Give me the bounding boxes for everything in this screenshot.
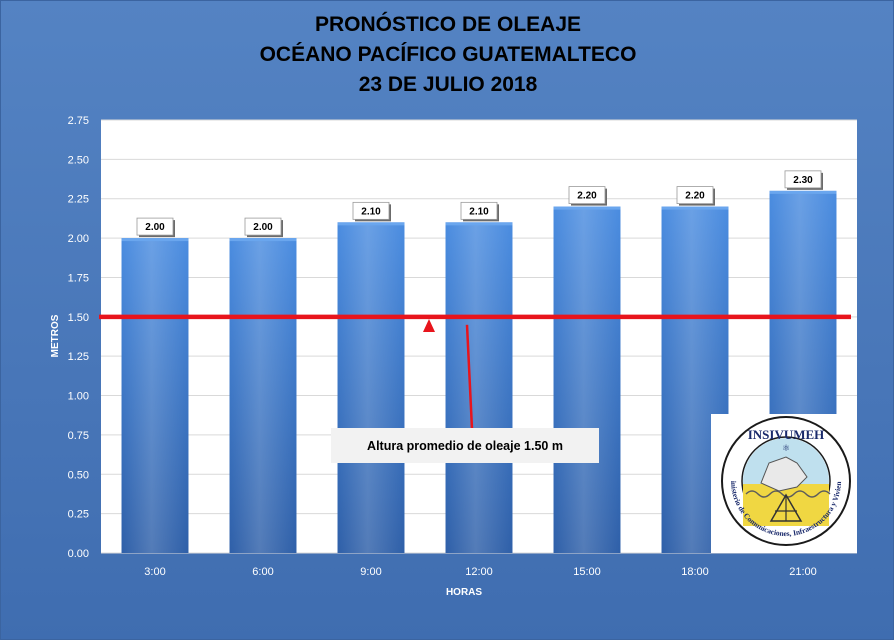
logo-name: INSIVUMEH (748, 427, 825, 442)
annotation: Altura promedio de oleaje 1.50 m (331, 319, 599, 463)
bars (121, 190, 837, 553)
bar-top-edge (769, 190, 837, 194)
chart-title-line-1: PRONÓSTICO DE OLEAJE (314, 13, 582, 36)
x-tick-label: 15:00 (573, 566, 601, 578)
y-tick-label: 0.75 (68, 430, 89, 442)
data-labels: 2.00 2.00 2.10 2.10 2.20 2.20 2.30 (136, 170, 823, 238)
bar-top-edge (553, 206, 621, 210)
x-tick-label: 18:00 (681, 566, 709, 578)
bar-top-edge (121, 238, 189, 242)
x-tick-label: 3:00 (144, 566, 165, 578)
chart-title-line-3: 23 DE JULIO 2018 (358, 73, 538, 96)
y-tick-label: 2.50 (68, 154, 89, 166)
x-tick-label: 9:00 (360, 566, 381, 578)
data-label-box (244, 217, 282, 236)
bar-top-edge (445, 222, 513, 226)
y-tick-label: 1.50 (68, 312, 89, 324)
data-label: 2.00 (253, 222, 273, 233)
data-label-box (352, 201, 390, 220)
data-label: 2.20 (685, 191, 705, 202)
y-tick-label: 0.00 (68, 548, 89, 560)
x-tick-label: 12:00 (465, 566, 493, 578)
chart-title-line-2: OCÉANO PACÍFICO GUATEMALTECO (259, 43, 637, 66)
logo-symbol-icon: ⚛ (782, 443, 790, 453)
y-tick-label: 2.25 (68, 194, 89, 206)
x-tick-label: 21:00 (789, 566, 817, 578)
y-tick-label: 1.00 (68, 391, 89, 403)
y-axis-title: METROS (50, 314, 61, 357)
data-label-box (460, 201, 498, 220)
data-label-box (136, 217, 174, 236)
bar-top-edge (229, 238, 297, 242)
bar-top-edge (661, 206, 729, 210)
bar-highlight (553, 206, 621, 553)
bar-highlight (121, 238, 189, 553)
annotation-box (331, 428, 599, 463)
bar-highlight (229, 238, 297, 553)
y-tick-label: 1.75 (68, 272, 89, 284)
data-label: 2.00 (145, 222, 165, 233)
x-axis-ticks: 3:00 6:00 9:00 12:00 15:00 18:00 21:00 (144, 566, 816, 578)
annotation-arrow-head (423, 319, 435, 332)
bar-highlight (337, 222, 405, 553)
y-tick-label: 0.25 (68, 509, 89, 521)
y-tick-label: 2.00 (68, 233, 89, 245)
y-tick-label: 0.50 (68, 469, 89, 481)
y-tick-label: 1.25 (68, 351, 89, 363)
annotation-text: Altura promedio de oleaje 1.50 m (367, 439, 563, 453)
logo-map (760, 456, 808, 492)
data-label-box (784, 170, 822, 189)
data-label-box (676, 186, 714, 205)
data-label: 2.10 (469, 206, 489, 217)
data-label-box (568, 186, 606, 205)
bar-top-edge (337, 222, 405, 226)
bar-highlight (445, 222, 513, 553)
data-label: 2.10 (361, 206, 381, 217)
x-axis-title: HORAS (446, 587, 482, 598)
data-label: 2.20 (577, 191, 597, 202)
annotation-arrow-line (465, 324, 474, 430)
data-label: 2.30 (793, 175, 813, 186)
y-axis-ticks: 0.00 0.25 0.50 0.75 1.00 1.25 1.50 1.75 2.00 2.25… (68, 115, 89, 560)
y-tick-label: 2.75 (68, 115, 89, 127)
x-tick-label: 6:00 (252, 566, 273, 578)
